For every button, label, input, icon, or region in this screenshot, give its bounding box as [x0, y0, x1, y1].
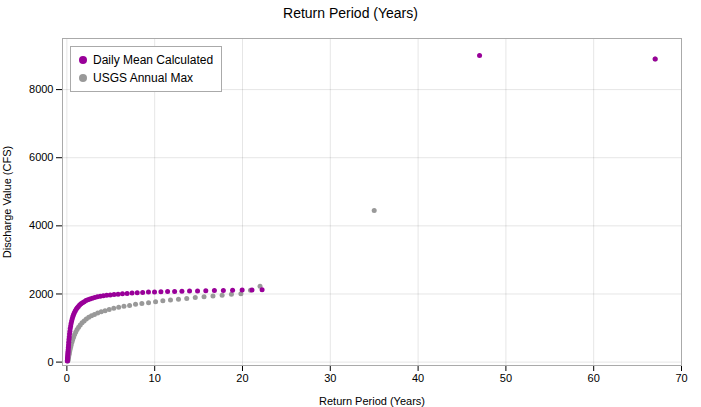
svg-text:30: 30: [324, 372, 336, 384]
svg-text:0: 0: [64, 372, 70, 384]
svg-text:40: 40: [412, 372, 424, 384]
html-text:Daily Mean Calculated: Daily Mean Calculated: [93, 53, 214, 67]
svg-text:70: 70: [675, 372, 687, 384]
svg-text:2000: 2000: [29, 287, 53, 299]
svg-text:6000: 6000: [29, 151, 53, 163]
html-text:USGS Annual Max: USGS Annual Max: [93, 71, 194, 85]
svg-text:Discharge Value (CFS): Discharge Value (CFS): [1, 146, 13, 258]
svg-text:Return Period (Years): Return Period (Years): [319, 395, 425, 407]
svg-text:4000: 4000: [29, 219, 53, 231]
svg-text:60: 60: [588, 372, 600, 384]
html-text:Return Period (Years): Return Period (Years): [283, 5, 418, 21]
svg-text:8000: 8000: [29, 83, 53, 95]
svg-text:10: 10: [149, 372, 161, 384]
svg-text:0: 0: [47, 356, 53, 368]
svg-text:20: 20: [236, 372, 248, 384]
svg-text:50: 50: [500, 372, 512, 384]
